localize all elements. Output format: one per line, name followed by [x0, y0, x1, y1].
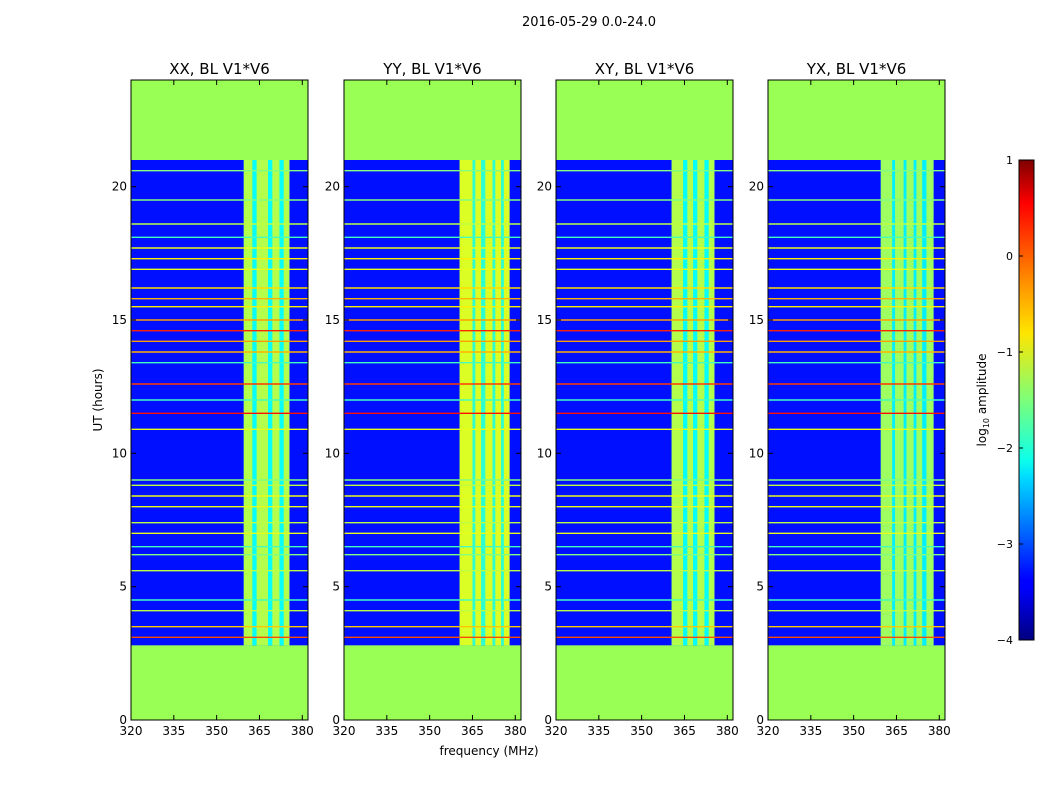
x-tick-label: 365: [885, 724, 908, 738]
x-tick-label: 335: [799, 724, 822, 738]
x-tick-label: 320: [757, 724, 780, 738]
rfi-band-column: [475, 160, 482, 646]
x-tick-label: 320: [333, 724, 356, 738]
colorbar-tick-label: 1: [1006, 154, 1013, 167]
rfi-band-column: [880, 160, 893, 646]
y-tick-label: 0: [544, 713, 552, 727]
y-tick-label: 15: [112, 313, 127, 327]
y-tick-label: 0: [119, 713, 127, 727]
y-tick-label: 15: [325, 313, 340, 327]
x-tick-label: 380: [291, 724, 314, 738]
colorbar-gradient: [1018, 159, 1035, 641]
rfi-band-column: [272, 160, 280, 646]
figure-suptitle: 2016-05-29 0.0-24.0: [522, 15, 656, 30]
colorbar-tick-label: −2: [997, 442, 1013, 455]
colorbar-label-base: log: [975, 428, 989, 446]
x-axis-label: frequency (MHz): [439, 744, 538, 758]
rfi-band-column: [459, 160, 473, 646]
y-tick-label: 10: [537, 446, 552, 460]
rfi-band-column: [916, 160, 923, 646]
rfi-band-column: [906, 160, 914, 646]
panel-title: YY, BL V1*V6: [382, 60, 481, 78]
panel-3: XY, BL V1*V6 320 335 350 365 380 0 5 10 15 20: [537, 60, 739, 738]
x-tick-label: 320: [545, 724, 568, 738]
y-tick-label: 0: [332, 713, 340, 727]
panel-frame: [343, 79, 522, 721]
x-tick-label: 350: [630, 724, 653, 738]
y-tick-label: 15: [749, 313, 764, 327]
y-tick-label: 10: [749, 446, 764, 460]
colorbar-label-subscript: 10: [982, 418, 991, 428]
panel-frame: [555, 79, 734, 721]
x-tick-label: 365: [673, 724, 696, 738]
panel-title: XY, BL V1*V6: [595, 60, 695, 78]
y-tick-label: 5: [119, 580, 127, 594]
rfi-band-column: [708, 160, 715, 646]
panel-1: XX, BL V1*V6 320 335 350 365 380 0 5 10 15 20: [112, 60, 314, 738]
x-tick-label: 335: [162, 724, 185, 738]
rfi-band-column: [503, 160, 510, 646]
y-tick-label: 20: [537, 180, 552, 194]
x-tick-label: 380: [504, 724, 527, 738]
panel-2: YY, BL V1*V6 320 335 350 365 380 0 5 10 15 20: [325, 60, 527, 738]
panel-frame: [130, 79, 309, 721]
x-tick-label: 365: [461, 724, 484, 738]
rfi-band-column: [485, 160, 493, 646]
colorbar-tick-label: −3: [997, 538, 1013, 551]
panel-title: YX, BL V1*V6: [806, 60, 907, 78]
x-tick-label: 335: [587, 724, 610, 738]
colorbar-tick-label: 0: [1006, 250, 1013, 263]
rfi-band-column: [283, 160, 290, 646]
rfi-band-column: [495, 160, 502, 646]
y-tick-label: 15: [537, 313, 552, 327]
rfi-band-column: [926, 160, 934, 646]
x-tick-label: 350: [205, 724, 228, 738]
rfi-band-column: [671, 160, 684, 646]
x-tick-label: 335: [375, 724, 398, 738]
colorbar-label-rest: amplitude: [975, 354, 989, 418]
x-tick-label: 380: [716, 724, 739, 738]
x-tick-label: 380: [928, 724, 951, 738]
colorbar-label: log10 amplitude: [975, 354, 991, 447]
y-tick-label: 20: [112, 180, 127, 194]
y-tick-label: 0: [756, 713, 764, 727]
y-tick-label: 5: [332, 580, 340, 594]
y-tick-label: 20: [325, 180, 340, 194]
colorbar-tick-label: −4: [997, 634, 1013, 647]
panel-title: XX, BL V1*V6: [169, 60, 270, 78]
colorbar-tick-label: −1: [997, 346, 1013, 359]
y-axis-label: UT (hours): [91, 368, 105, 431]
x-tick-label: 365: [248, 724, 271, 738]
rfi-band-column: [256, 160, 269, 646]
rfi-band-column: [687, 160, 694, 646]
x-tick-label: 350: [842, 724, 865, 738]
y-tick-label: 20: [749, 180, 764, 194]
y-tick-label: 5: [544, 580, 552, 594]
rfi-band-column: [895, 160, 904, 646]
y-tick-label: 10: [112, 446, 127, 460]
panel-frame: [767, 79, 946, 721]
x-tick-label: 350: [418, 724, 441, 738]
rfi-band-column: [243, 160, 253, 646]
y-tick-label: 10: [325, 446, 340, 460]
panel-4: YX, BL V1*V6 320 335 350 365 380 0 5 10 15 20: [749, 60, 951, 738]
x-tick-label: 320: [120, 724, 143, 738]
y-tick-label: 5: [756, 580, 764, 594]
rfi-band-column: [697, 160, 705, 646]
